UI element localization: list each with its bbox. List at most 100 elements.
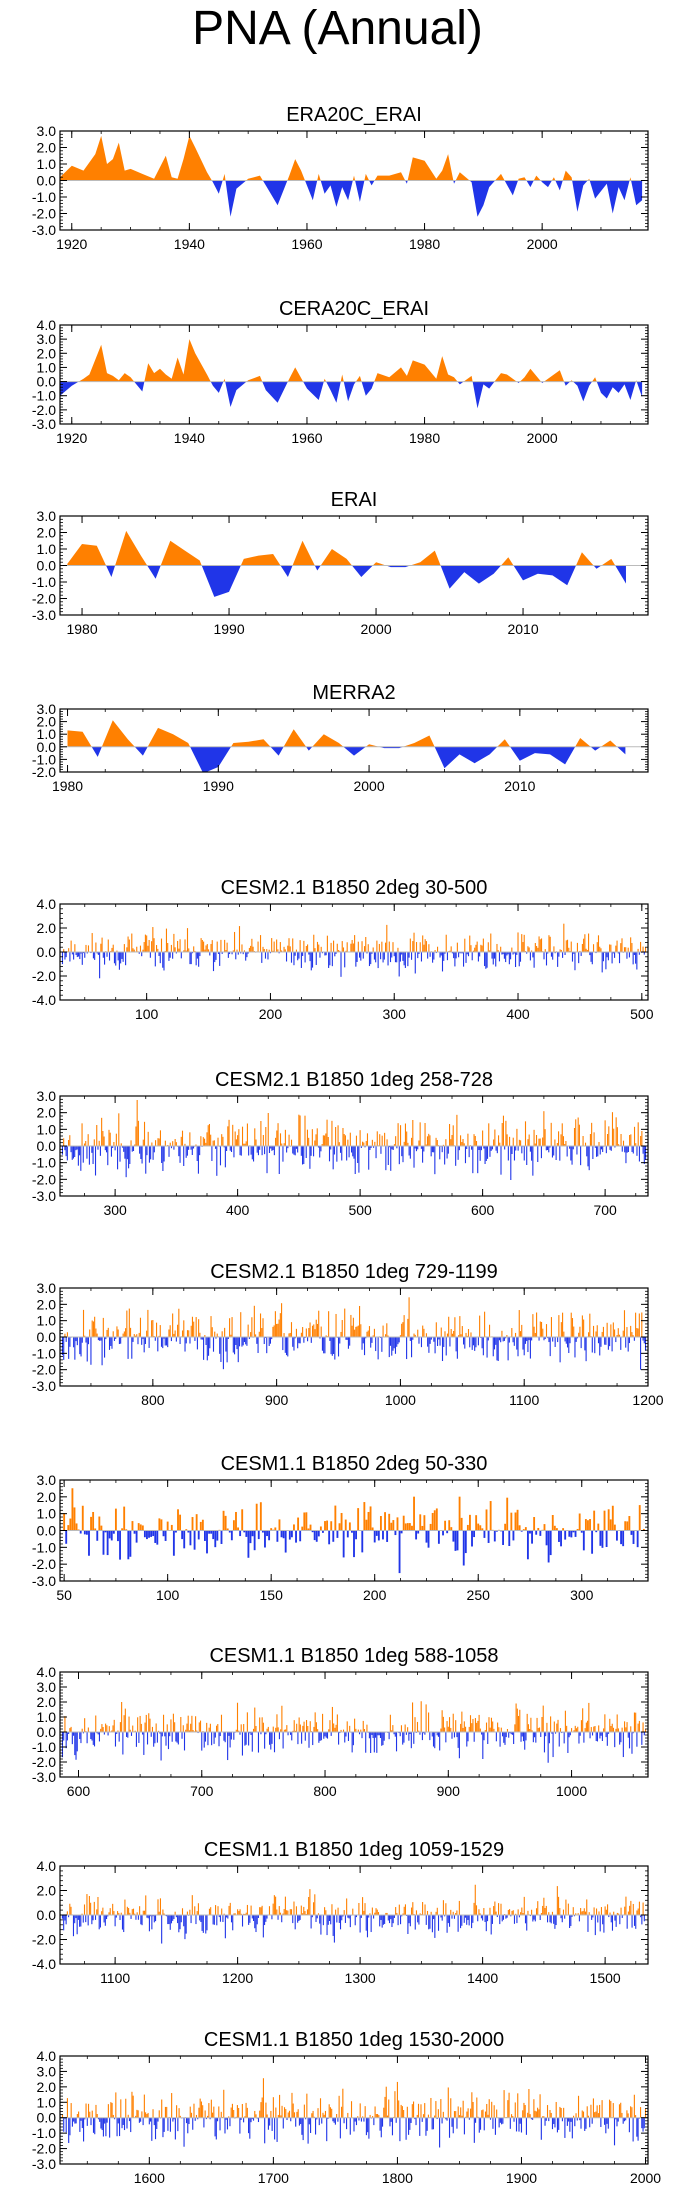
data-bar	[277, 1727, 279, 1732]
data-bar	[164, 1140, 166, 1146]
data-bar	[112, 1331, 114, 1337]
y-tick-label: -1.0	[32, 189, 56, 205]
data-bar	[588, 1332, 590, 1337]
data-bar	[299, 1337, 301, 1344]
data-bar	[97, 1896, 99, 1915]
data-bar	[65, 1530, 68, 1544]
data-bar	[391, 1337, 393, 1356]
data-bar	[116, 2117, 118, 2137]
data-bar	[265, 2102, 267, 2118]
data-bar	[458, 952, 460, 958]
data-bar	[449, 950, 451, 952]
data-bar	[220, 1714, 223, 1732]
data-bar	[441, 1915, 443, 1921]
data-bar	[117, 1911, 119, 1915]
data-bar	[404, 1904, 406, 1915]
data-bar	[261, 2097, 263, 2118]
data-bar	[407, 1318, 409, 1337]
data-bar	[231, 1317, 233, 1337]
data-bar	[481, 2110, 483, 2118]
data-bar	[355, 1530, 357, 1540]
data-bar	[288, 2110, 291, 2118]
data-bar	[121, 952, 123, 959]
data-bar	[259, 1146, 261, 1150]
data-bar	[336, 2114, 338, 2118]
data-bar	[364, 2106, 366, 2118]
data-bar	[635, 1312, 637, 1337]
data-bar	[94, 1316, 96, 1337]
data-bar	[101, 1724, 103, 1732]
data-bar	[455, 1720, 457, 1732]
data-bar	[328, 2104, 330, 2118]
data-bar	[204, 949, 206, 952]
data-bar	[558, 1530, 560, 1542]
data-bar	[287, 1146, 289, 1149]
data-bar	[423, 944, 425, 952]
data-bar	[605, 1337, 607, 1345]
data-bar	[313, 1902, 315, 1915]
data-bar	[87, 2103, 90, 2118]
data-bar	[76, 2114, 78, 2118]
data-bar	[602, 1146, 604, 1152]
data-bar	[367, 944, 369, 952]
data-bar	[408, 1146, 410, 1156]
data-bar	[198, 952, 200, 967]
data-bar	[111, 1730, 113, 1732]
data-bar	[505, 1915, 507, 1919]
data-bar	[137, 1523, 140, 1531]
data-bar	[559, 949, 561, 952]
data-bar	[307, 1726, 309, 1732]
data-bar	[266, 1915, 268, 1919]
data-bar	[594, 1726, 596, 1732]
data-bar	[344, 1732, 346, 1743]
data-bar	[625, 1896, 627, 1916]
data-bar	[248, 1915, 250, 1925]
data-bar	[251, 938, 253, 952]
data-bar	[340, 952, 342, 977]
data-bar	[143, 1732, 145, 1755]
data-bar	[640, 1915, 642, 1918]
data-bar	[262, 2078, 264, 2118]
data-bar	[498, 1135, 500, 1146]
data-bar	[119, 1722, 121, 1732]
data-bar	[389, 952, 392, 963]
x-tick-label: 1300	[345, 1970, 376, 1986]
data-bar	[102, 1131, 104, 1146]
data-bar	[344, 1308, 346, 1337]
data-bar	[500, 1337, 502, 1343]
data-bar	[276, 1909, 278, 1915]
data-bar	[231, 952, 233, 955]
data-bar	[371, 1907, 373, 1915]
data-bar	[373, 952, 375, 960]
y-tick-label: -2.0	[32, 1171, 56, 1187]
data-bar	[495, 1337, 497, 1345]
data-bar	[368, 2117, 370, 2139]
data-bar	[250, 945, 252, 952]
data-bar	[85, 1915, 87, 1923]
data-bar	[132, 1146, 135, 1151]
data-bar	[478, 1146, 480, 1150]
data-bar	[321, 1337, 323, 1351]
data-bar	[555, 1915, 557, 1926]
data-bar	[243, 1913, 245, 1915]
data-bar	[441, 952, 444, 972]
data-bar	[240, 952, 242, 954]
data-bar	[100, 1337, 102, 1341]
y-tick-label: -1.0	[32, 1345, 56, 1361]
data-bar	[301, 2117, 303, 2135]
data-bar	[598, 1142, 600, 1146]
data-bar	[413, 1146, 415, 1168]
data-bar	[580, 1530, 583, 1533]
data-bar	[303, 1906, 305, 1915]
data-bar	[74, 1337, 76, 1360]
data-bar	[322, 1530, 324, 1533]
data-bar	[472, 1337, 475, 1346]
data-bar	[266, 1530, 268, 1537]
data-bar	[334, 2117, 336, 2125]
data-bar	[446, 1721, 448, 1732]
x-tick-label: 2000	[630, 2170, 661, 2186]
data-bar	[71, 1146, 73, 1160]
data-bar	[185, 1529, 188, 1531]
data-bar	[525, 1732, 527, 1741]
data-bar	[339, 1146, 342, 1153]
